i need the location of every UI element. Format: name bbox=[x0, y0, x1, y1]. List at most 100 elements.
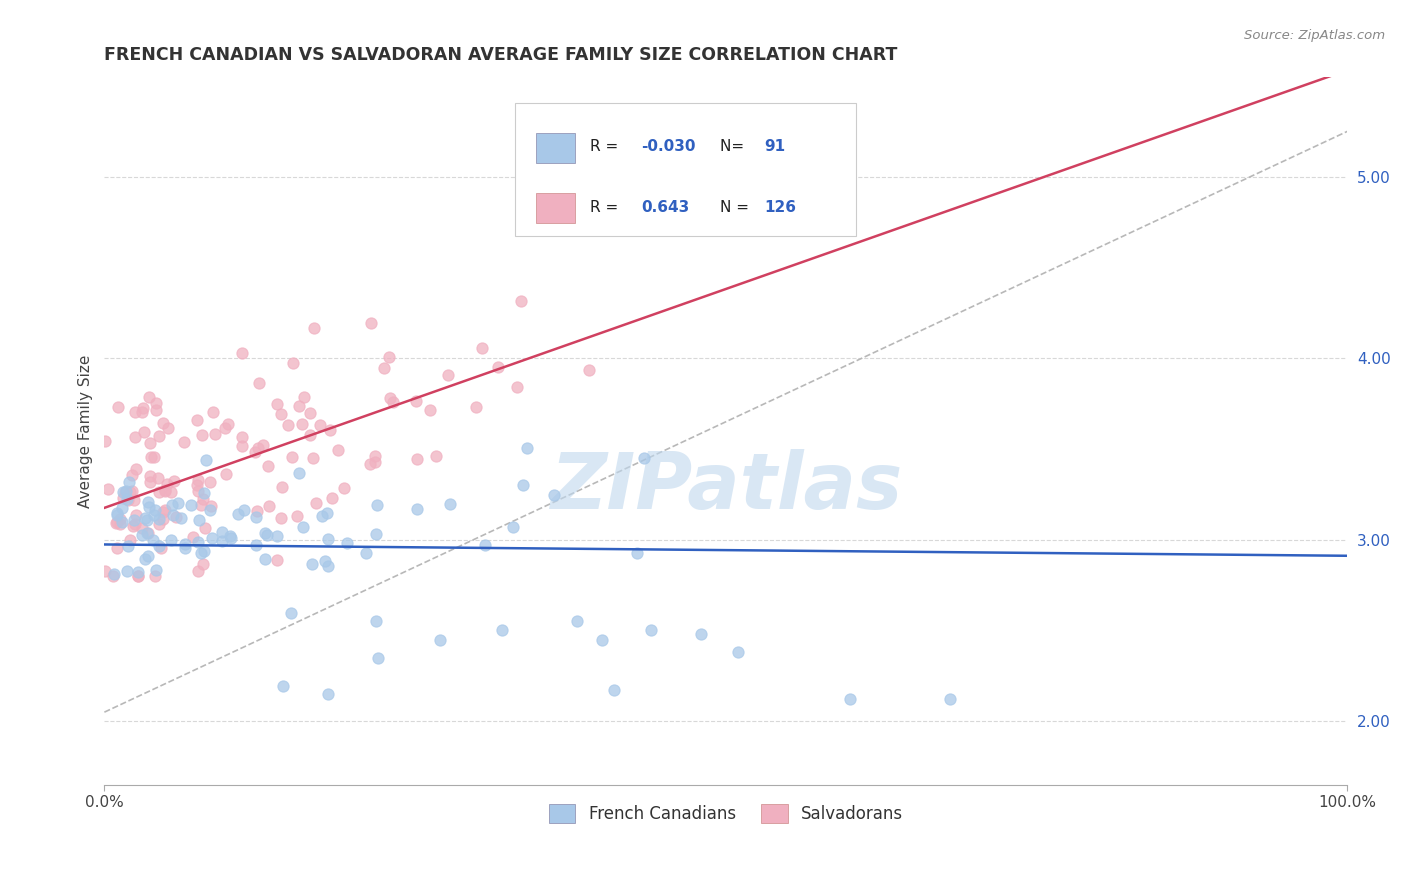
Point bbox=[316, 687, 339, 701]
Point bbox=[139, 436, 162, 450]
FancyBboxPatch shape bbox=[515, 103, 856, 236]
Point bbox=[114, 485, 136, 500]
Point bbox=[266, 552, 288, 566]
Text: Source: ZipAtlas.com: Source: ZipAtlas.com bbox=[1244, 29, 1385, 42]
Point bbox=[105, 506, 128, 520]
Point bbox=[174, 541, 197, 555]
Point bbox=[506, 380, 529, 394]
Point bbox=[187, 535, 209, 549]
Point bbox=[138, 500, 160, 515]
Point bbox=[299, 406, 322, 420]
Point bbox=[336, 536, 359, 550]
Point bbox=[156, 477, 179, 491]
Point bbox=[148, 517, 170, 532]
Point bbox=[153, 483, 176, 497]
Point bbox=[512, 478, 534, 492]
Point bbox=[146, 471, 169, 485]
Point bbox=[333, 481, 356, 495]
Text: 0.643: 0.643 bbox=[641, 200, 689, 215]
Point bbox=[253, 551, 276, 566]
Point bbox=[136, 549, 159, 564]
Point bbox=[124, 404, 146, 418]
Point bbox=[245, 504, 267, 518]
Point bbox=[439, 497, 461, 511]
Point bbox=[378, 391, 401, 405]
Point bbox=[429, 632, 451, 647]
Text: FRENCH CANADIAN VS SALVADORAN AVERAGE FAMILY SIZE CORRELATION CHART: FRENCH CANADIAN VS SALVADORAN AVERAGE FA… bbox=[104, 46, 898, 64]
Point bbox=[254, 525, 277, 540]
Point bbox=[247, 376, 270, 390]
FancyBboxPatch shape bbox=[536, 193, 575, 223]
Point bbox=[183, 530, 205, 544]
Point bbox=[105, 515, 128, 529]
Point bbox=[148, 485, 170, 500]
Point bbox=[326, 442, 349, 457]
Point bbox=[112, 485, 135, 500]
Point bbox=[270, 407, 292, 421]
Point bbox=[138, 390, 160, 404]
Point bbox=[364, 526, 387, 541]
Point bbox=[159, 484, 181, 499]
Point bbox=[626, 546, 648, 560]
Point bbox=[364, 455, 387, 469]
Point bbox=[364, 449, 387, 463]
Point bbox=[111, 491, 134, 505]
Point bbox=[143, 569, 166, 583]
Point bbox=[145, 396, 167, 410]
Point bbox=[217, 417, 239, 431]
Point bbox=[271, 480, 294, 494]
Point bbox=[219, 531, 242, 545]
Point bbox=[474, 538, 496, 552]
Point bbox=[200, 500, 222, 514]
Point bbox=[187, 564, 209, 578]
Point bbox=[321, 491, 343, 506]
Point bbox=[405, 451, 427, 466]
Point bbox=[373, 361, 395, 376]
Point bbox=[314, 554, 336, 568]
Point bbox=[246, 441, 269, 455]
Point bbox=[132, 401, 155, 416]
Point bbox=[127, 569, 149, 583]
Point bbox=[115, 492, 138, 507]
Point bbox=[578, 363, 600, 377]
Point bbox=[157, 421, 180, 435]
Point bbox=[124, 430, 146, 444]
Point bbox=[187, 483, 209, 498]
Point bbox=[288, 467, 311, 481]
Point bbox=[405, 394, 427, 409]
Point bbox=[117, 540, 139, 554]
Point bbox=[131, 527, 153, 541]
Point bbox=[280, 607, 302, 621]
Point bbox=[152, 512, 174, 526]
Point bbox=[103, 566, 125, 581]
Text: -0.030: -0.030 bbox=[641, 139, 696, 154]
Point bbox=[198, 503, 221, 517]
Point bbox=[243, 444, 266, 458]
Point bbox=[141, 450, 163, 464]
Point bbox=[214, 421, 236, 435]
Point bbox=[257, 499, 280, 513]
Point bbox=[114, 484, 136, 499]
Point bbox=[139, 469, 162, 483]
Point bbox=[292, 390, 315, 404]
Point bbox=[173, 434, 195, 449]
Point bbox=[231, 439, 253, 453]
Point bbox=[256, 458, 278, 473]
Point bbox=[311, 508, 333, 523]
Point bbox=[486, 359, 509, 374]
Point bbox=[121, 467, 143, 482]
Point bbox=[122, 519, 145, 533]
Point bbox=[193, 485, 215, 500]
Point bbox=[138, 475, 160, 490]
Point bbox=[201, 532, 224, 546]
Point bbox=[160, 533, 183, 547]
Point bbox=[107, 401, 129, 415]
Point bbox=[97, 482, 120, 496]
Point bbox=[316, 558, 339, 573]
Point bbox=[191, 557, 214, 571]
Point bbox=[640, 624, 662, 638]
Point bbox=[190, 498, 212, 512]
Point bbox=[120, 533, 142, 548]
Point bbox=[219, 529, 242, 543]
Point bbox=[319, 423, 342, 437]
